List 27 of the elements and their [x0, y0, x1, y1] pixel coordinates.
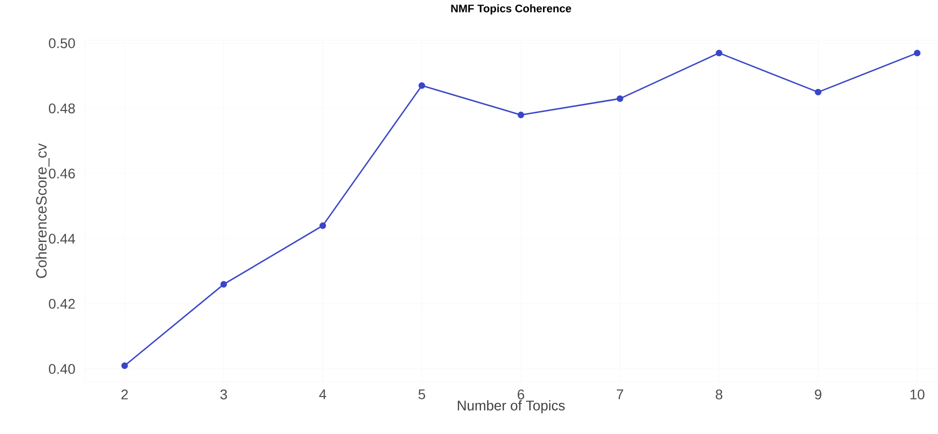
point — [616, 95, 624, 102]
point — [121, 362, 128, 370]
x-tick-label: 7 — [616, 390, 624, 400]
y-tick-label: 0.50 — [48, 38, 75, 48]
point — [319, 222, 326, 229]
point — [716, 50, 722, 56]
point — [518, 112, 524, 118]
y-tick-label: 0.44 — [48, 234, 76, 244]
point — [914, 50, 920, 56]
point — [418, 82, 426, 89]
y-tick-label: 0.48 — [48, 103, 75, 114]
x-tick-label: 9 — [814, 390, 822, 400]
y-tick-label: 0.42 — [48, 298, 75, 309]
x-axis-title: Number of Topics — [458, 400, 565, 414]
x-tick-label: 8 — [716, 390, 722, 400]
x-tick-label: 6 — [518, 390, 524, 400]
point — [220, 280, 227, 288]
y-tick-label: 0.46 — [48, 168, 75, 178]
y-axis-title: CoherenceScore_cv — [36, 143, 50, 278]
x-tick-label: 3 — [220, 390, 227, 400]
x-tick-label: 4 — [319, 390, 326, 400]
x-tick-label: 5 — [418, 390, 426, 400]
x-tick-label: 10 — [910, 390, 924, 400]
x-tick-label: 2 — [121, 390, 128, 400]
chart-title: NMF Topics Coherence — [451, 4, 572, 14]
point — [814, 88, 822, 96]
y-tick-label: 0.40 — [48, 364, 75, 374]
